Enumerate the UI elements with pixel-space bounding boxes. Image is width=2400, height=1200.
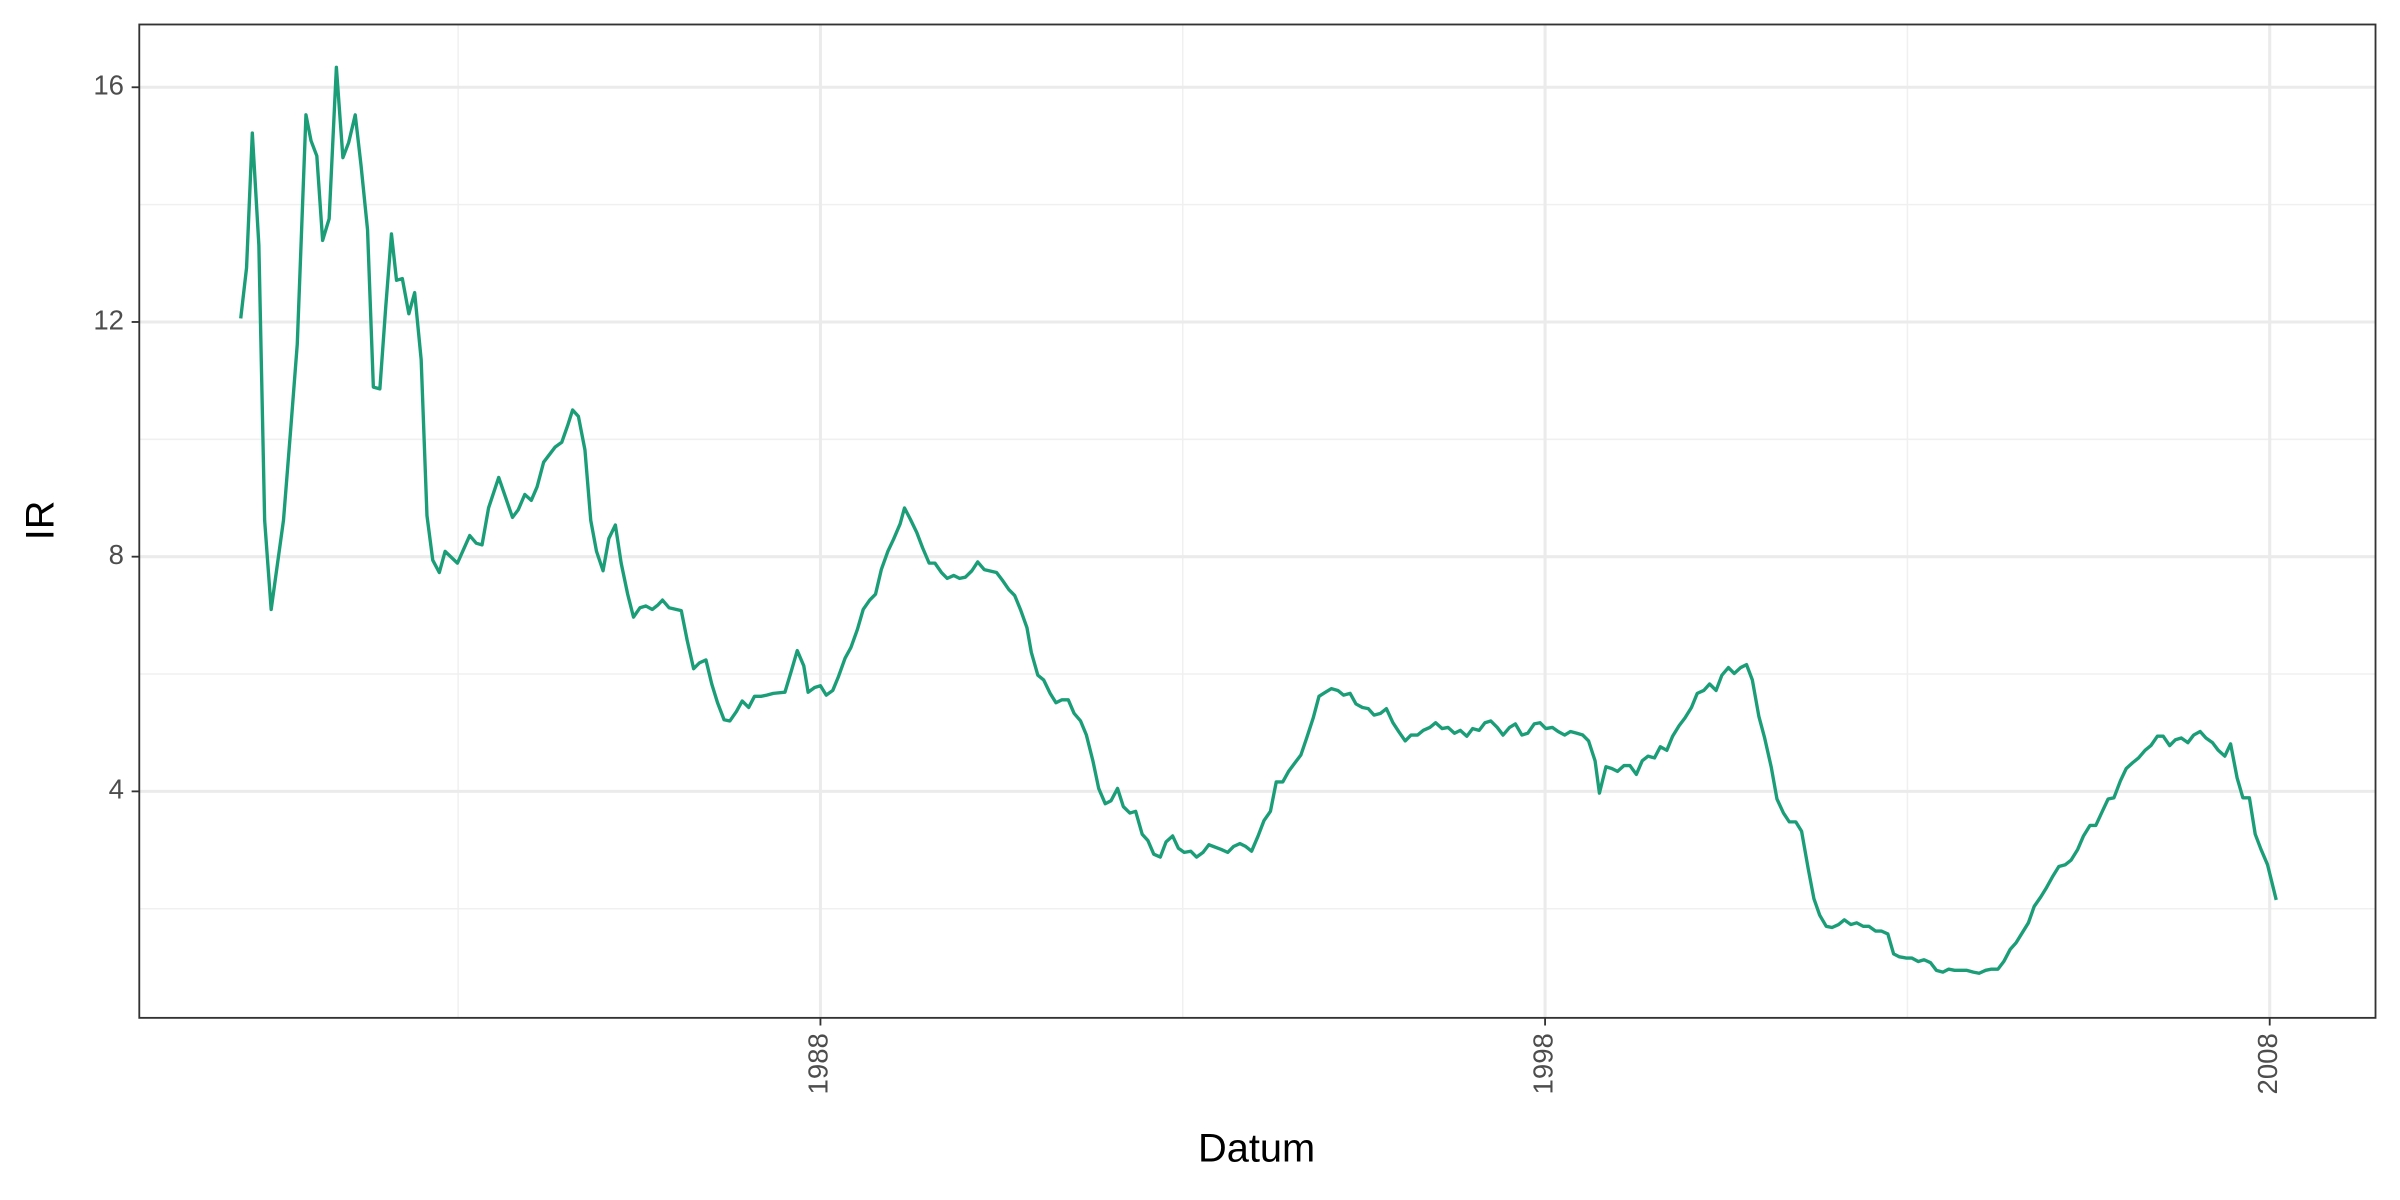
y-tick-label: 4: [109, 774, 124, 805]
x-axis-title: Datum: [1198, 1127, 1315, 1171]
x-tick-label: 2008: [2252, 1033, 2283, 1094]
axes: 1988 1998 2008 4 8 12 16: [93, 70, 2283, 1095]
y-tick-label: 16: [93, 70, 124, 101]
x-tick-label: 1988: [803, 1033, 834, 1094]
grid: [139, 24, 2376, 1018]
y-axis-title: IR: [18, 501, 62, 541]
plot-area: [239, 65, 2278, 975]
line: [239, 65, 2278, 975]
y-tick-label: 8: [109, 539, 124, 570]
x-tick-label: 1998: [1527, 1033, 1558, 1094]
panel-border: [138, 23, 2377, 1019]
y-tick-label: 12: [93, 304, 124, 335]
